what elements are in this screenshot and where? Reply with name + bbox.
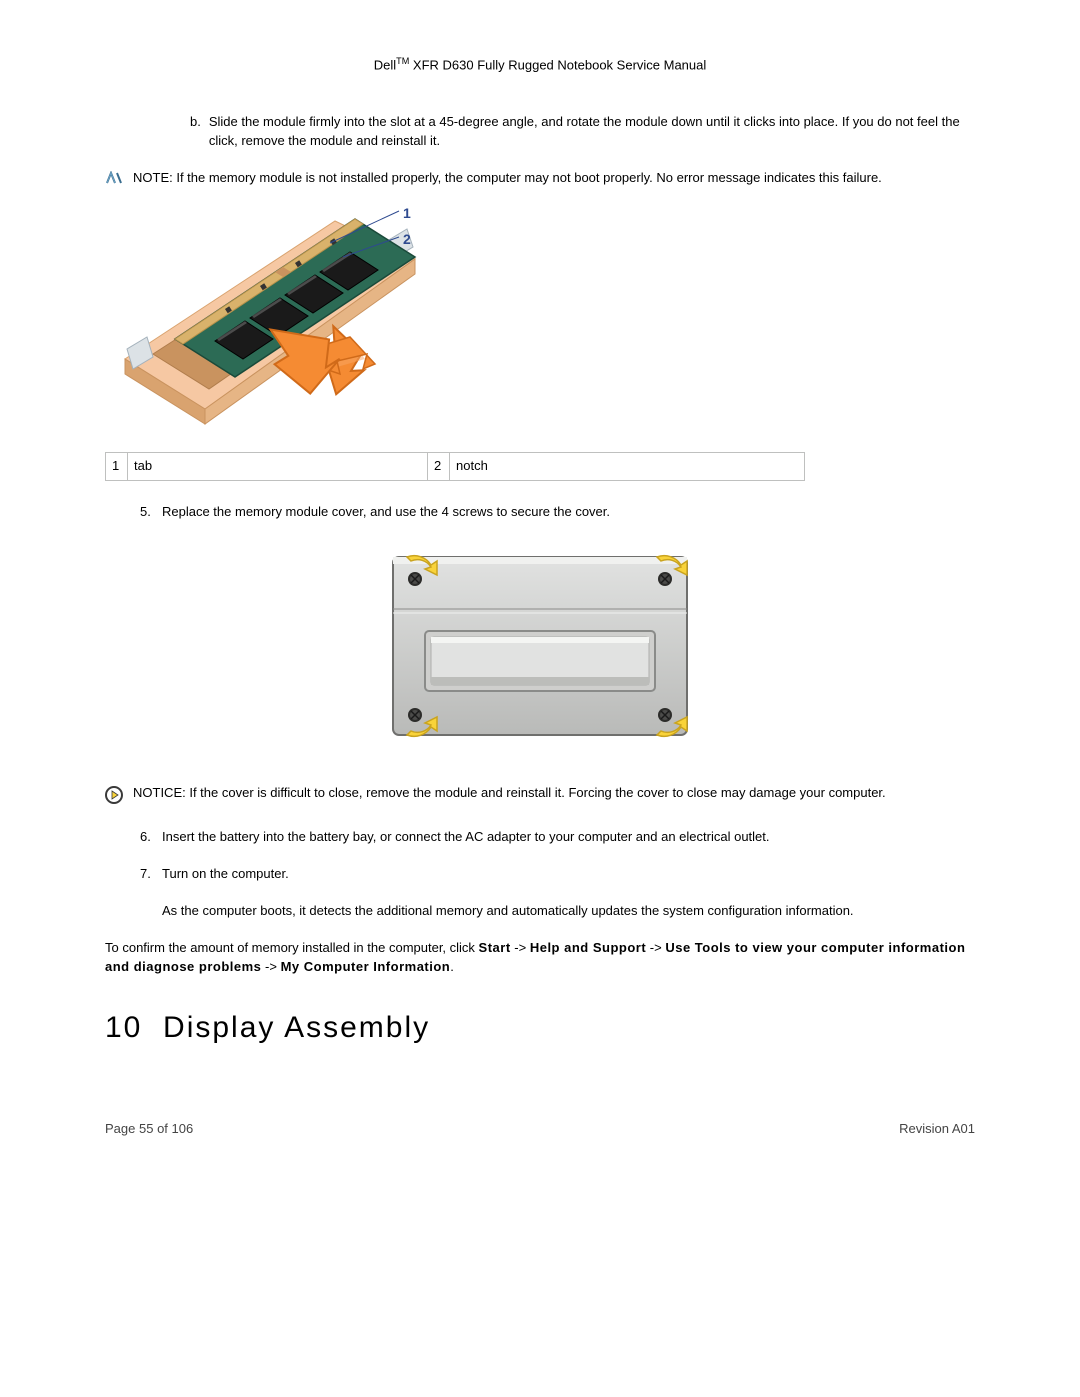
- step-6: 6. Insert the battery into the battery b…: [105, 828, 975, 847]
- callout-2: 2: [403, 229, 411, 249]
- step-7-text: Turn on the computer.: [162, 865, 975, 884]
- confirm-p4: My Computer Information: [281, 959, 451, 974]
- footer-mid: of: [153, 1121, 171, 1136]
- legend-2-num: 2: [428, 452, 450, 480]
- confirm-p1: Start: [479, 940, 511, 955]
- step-b: b. Slide the module firmly into the slot…: [105, 113, 975, 151]
- page-header: DellTM XFR D630 Fully Rugged Notebook Se…: [105, 55, 975, 75]
- step-7-marker: 7.: [140, 865, 162, 884]
- header-rest: XFR D630 Fully Rugged Notebook Service M…: [409, 57, 706, 72]
- header-brand: Dell: [374, 57, 396, 72]
- footer-page: 55: [139, 1121, 153, 1136]
- legend-1-label: tab: [128, 452, 428, 480]
- step-5: 5. Replace the memory module cover, and …: [105, 503, 975, 522]
- step-b-marker: b.: [190, 113, 209, 151]
- notice-icon: [105, 786, 123, 810]
- footer-right: Revision A01: [899, 1120, 975, 1139]
- confirm-pre: To confirm the amount of memory installe…: [105, 940, 479, 955]
- step-7-sub: As the computer boots, it detects the ad…: [105, 902, 975, 921]
- footer-total: 106: [172, 1121, 194, 1136]
- step-b-text: Slide the module firmly into the slot at…: [209, 113, 975, 151]
- notice-text: NOTICE: If the cover is difficult to clo…: [133, 784, 975, 803]
- confirm-p2: Help and Support: [530, 940, 646, 955]
- page-footer: Page 55 of 106 Revision A01: [105, 1120, 975, 1139]
- legend-table: 1 tab 2 notch: [105, 452, 805, 481]
- confirm-post: .: [450, 959, 454, 974]
- step-5-marker: 5.: [140, 503, 162, 522]
- confirm-a2: ->: [646, 940, 665, 955]
- confirm-a3: ->: [261, 959, 280, 974]
- note-row: NOTE: If the memory module is not instal…: [105, 169, 975, 191]
- figure-memory-module: 1 2: [105, 199, 975, 444]
- step-7: 7. Turn on the computer.: [105, 865, 975, 884]
- section-heading: 10 Display Assembly: [105, 1006, 975, 1050]
- figure-cover: [105, 539, 975, 754]
- note-icon: [105, 171, 123, 191]
- section-title: Display Assembly: [163, 1011, 430, 1044]
- legend-2-label: notch: [450, 452, 805, 480]
- step-5-text: Replace the memory module cover, and use…: [162, 503, 975, 522]
- confirm-block: To confirm the amount of memory installe…: [105, 939, 975, 977]
- step-6-text: Insert the battery into the battery bay,…: [162, 828, 975, 847]
- legend-1-num: 1: [106, 452, 128, 480]
- callout-1: 1: [403, 203, 411, 223]
- header-tm: TM: [396, 56, 409, 66]
- step-6-marker: 6.: [140, 828, 162, 847]
- footer-left: Page 55 of 106: [105, 1120, 193, 1139]
- section-num: 10: [105, 1011, 142, 1044]
- footer-left-pre: Page: [105, 1121, 139, 1136]
- notice-row: NOTICE: If the cover is difficult to clo…: [105, 784, 975, 810]
- confirm-a1: ->: [511, 940, 530, 955]
- note-text: NOTE: If the memory module is not instal…: [133, 169, 975, 188]
